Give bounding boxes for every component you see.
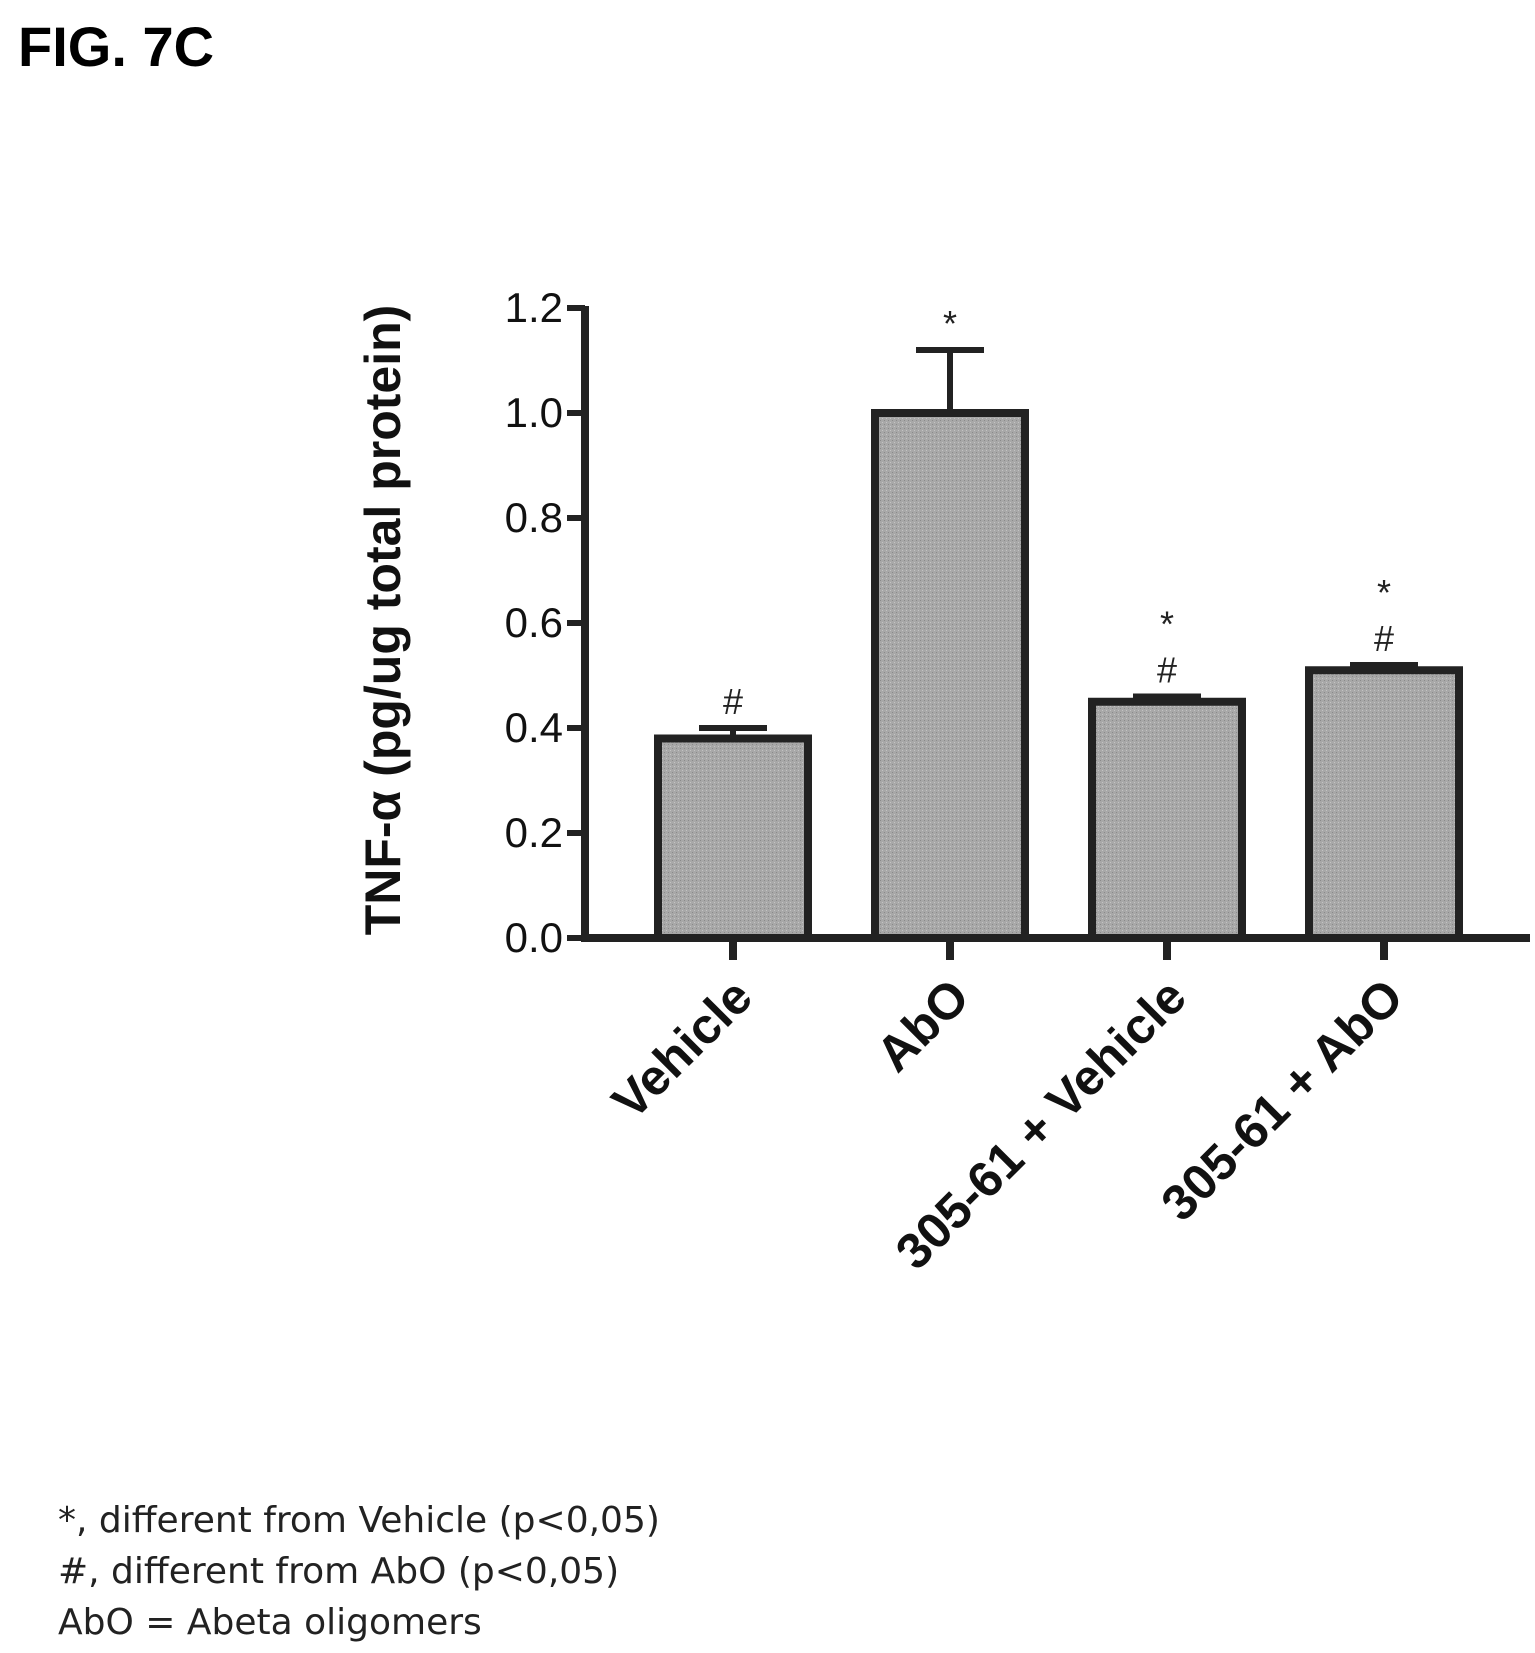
significance-mark: * — [943, 303, 957, 344]
footnotes: *, different from Vehicle (p<0,05) #, di… — [58, 1495, 660, 1648]
y-tick-label: 1.0 — [505, 389, 563, 436]
y-tick-label: 0.2 — [505, 809, 563, 856]
bar — [1088, 697, 1246, 942]
significance-mark: * — [1377, 572, 1391, 613]
significance-mark: # — [1374, 618, 1394, 659]
significance-mark: # — [723, 681, 743, 722]
y-tick-label: 0.6 — [505, 599, 563, 646]
footnote-hash: #, different from AbO (p<0,05) — [58, 1551, 620, 1592]
bar — [871, 409, 1029, 942]
x-category-label: AbO — [866, 968, 980, 1082]
footnote-star: *, different from Vehicle (p<0,05) — [58, 1500, 660, 1541]
y-axis-title: TNF-α (pg/ug total protein) — [355, 305, 411, 936]
y-tick-label: 0.4 — [505, 704, 563, 751]
figure-title: FIG. 7C — [18, 15, 215, 78]
bar — [1305, 666, 1463, 942]
x-category-label: Vehicle — [601, 968, 762, 1129]
footnote-abbreviation: AbO = Abeta oligomers — [58, 1602, 482, 1643]
bar-chart: 0.0 0.2 0.4 0.6 0.8 1.0 1.2 TNF-α (pg/ug total … — [355, 284, 1530, 1280]
significance-mark: * — [1160, 604, 1174, 645]
y-tick-label: 0.0 — [505, 914, 563, 961]
significance-mark: # — [1157, 650, 1177, 691]
bar — [654, 734, 812, 942]
y-tick-label: 1.2 — [505, 284, 563, 331]
y-tick-label: 0.8 — [505, 494, 563, 541]
